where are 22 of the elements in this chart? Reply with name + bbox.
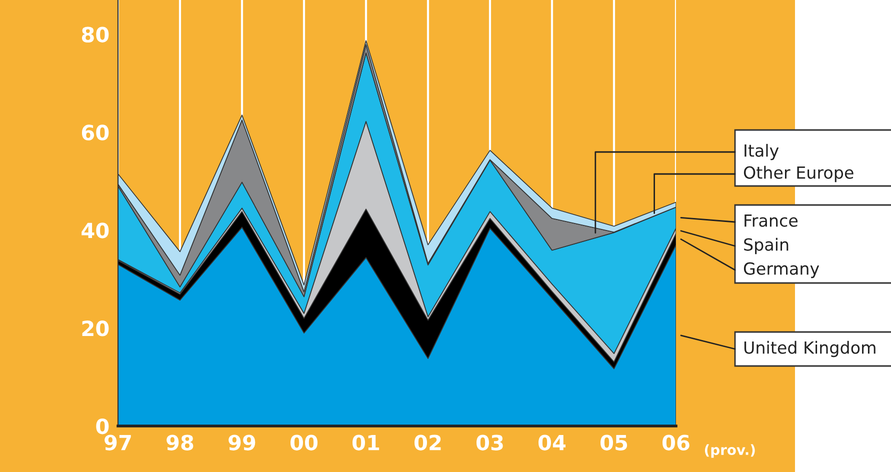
x-tick-label: 05 [600, 434, 628, 450]
text: Italy [744, 144, 779, 160]
x-tick-label: 97 [104, 434, 131, 450]
text: France [744, 214, 798, 227]
y-tick-label: 80 [82, 26, 109, 42]
y-tick-label: 20 [82, 320, 109, 336]
x-tick-label: 04 [538, 434, 566, 450]
x-tick-label: 99 [228, 434, 256, 450]
text: Other Europe [744, 166, 854, 182]
x-tick-label: 98 [166, 434, 194, 450]
x-tick-label: 00 [290, 434, 318, 450]
y-tick-label: 60 [82, 124, 109, 140]
x-tick-label: 03 [476, 434, 503, 450]
text: Spain [744, 238, 788, 254]
y-tick-label: 0 [96, 418, 109, 434]
x-tick-label: 02 [414, 434, 441, 450]
x-tick-label: 06 [662, 434, 690, 450]
text: Germany [744, 262, 820, 278]
x-tick-label: 01 [352, 434, 380, 450]
y-tick-label: 40 [82, 222, 109, 238]
text: United Kingdom [744, 340, 876, 358]
text: (prov.) [704, 444, 755, 458]
